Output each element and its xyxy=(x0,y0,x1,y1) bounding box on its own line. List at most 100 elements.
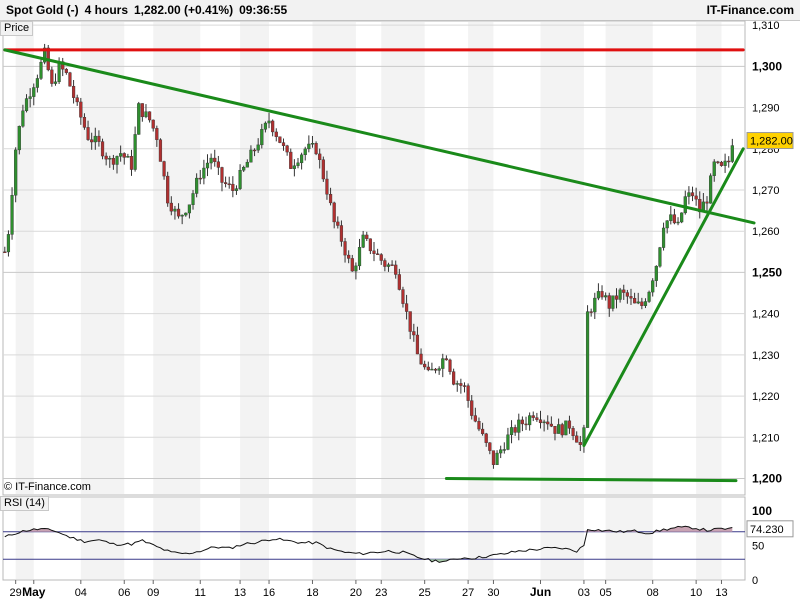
candle-body xyxy=(397,274,401,290)
day-band xyxy=(468,498,494,579)
candle-body xyxy=(423,363,427,368)
candle-body xyxy=(263,122,268,130)
price-tick-label: 1,210 xyxy=(752,432,780,444)
day-band xyxy=(15,498,34,579)
candle-body xyxy=(473,415,477,422)
candle-body xyxy=(137,103,141,135)
x-tick-label: 05 xyxy=(600,587,612,599)
x-tick-label: 04 xyxy=(75,587,87,599)
candle-body xyxy=(618,289,622,300)
x-tick-label: 16 xyxy=(263,587,275,599)
candle-body xyxy=(187,204,192,214)
candle-body xyxy=(513,427,517,433)
day-band xyxy=(540,498,584,579)
x-tick-label: Jun xyxy=(530,585,551,599)
day-band xyxy=(381,498,425,579)
candle-body xyxy=(459,383,463,386)
candle-body xyxy=(166,175,170,204)
candle-body xyxy=(35,78,39,88)
candle-body xyxy=(444,358,448,361)
candle-body xyxy=(82,117,87,128)
candle-body xyxy=(386,264,391,267)
candle-body xyxy=(39,61,43,79)
x-tick-label: 08 xyxy=(647,587,659,599)
x-tick-label: 25 xyxy=(419,587,431,599)
candle-body xyxy=(357,247,362,267)
day-band xyxy=(605,498,653,579)
candle-body xyxy=(567,420,572,429)
candle-body xyxy=(158,139,163,162)
candle-body xyxy=(75,97,79,103)
x-tick-label: 06 xyxy=(118,587,130,599)
candle-body xyxy=(180,214,184,217)
downtrend-line xyxy=(3,48,756,225)
candle-body xyxy=(593,297,597,313)
candle-body xyxy=(133,134,137,170)
candle-body xyxy=(622,289,626,293)
candle-body xyxy=(383,260,387,267)
x-tick-label: 30 xyxy=(487,587,499,599)
candle-body xyxy=(491,450,496,465)
x-tick-label: 20 xyxy=(350,587,362,599)
last-price-label: 1,282.00 xyxy=(750,136,793,148)
candle-body xyxy=(589,311,593,313)
candle-body xyxy=(520,419,524,425)
candle-body xyxy=(669,214,673,221)
candle-body xyxy=(86,127,90,140)
candle-body xyxy=(415,334,420,355)
candle-body xyxy=(723,160,727,166)
candle-body xyxy=(408,311,412,332)
candle-body xyxy=(694,195,698,200)
candle-body xyxy=(430,368,434,371)
candle-body xyxy=(271,120,275,133)
candle-body xyxy=(220,167,224,183)
candle-body xyxy=(173,208,177,212)
candle-body xyxy=(347,254,351,259)
candle-body xyxy=(195,177,199,194)
candle-body xyxy=(176,208,181,217)
price-tick-label: 1,250 xyxy=(752,265,782,279)
candle-body xyxy=(17,126,21,151)
candle-body xyxy=(517,419,521,433)
candle-body xyxy=(372,250,376,254)
candle-body xyxy=(336,221,340,226)
candle-body xyxy=(607,295,611,309)
candle-body xyxy=(242,166,246,171)
day-band xyxy=(240,498,270,579)
candle-body xyxy=(524,423,528,426)
candle-body xyxy=(252,149,257,152)
candle-body xyxy=(368,238,372,252)
candle-body xyxy=(198,177,202,180)
candle-body xyxy=(43,47,47,63)
copyright-text: © IT-Finance.com xyxy=(4,481,91,493)
candle-body xyxy=(538,419,543,424)
candle-body xyxy=(71,85,76,98)
candle-body xyxy=(68,72,72,87)
candle-body xyxy=(470,400,474,416)
day-band xyxy=(153,22,201,494)
candle-body xyxy=(412,331,416,336)
candle-body xyxy=(709,175,713,204)
candle-body xyxy=(614,295,619,300)
candle-body xyxy=(325,178,329,195)
candle-body xyxy=(560,424,564,436)
candle-body xyxy=(585,311,590,428)
candle-body xyxy=(553,426,557,434)
candle-body xyxy=(234,188,239,191)
candle-body xyxy=(332,202,336,223)
candle-body xyxy=(640,301,644,306)
candle-body xyxy=(339,225,344,242)
candle-body xyxy=(3,251,7,254)
candle-body xyxy=(108,158,112,160)
candle-body xyxy=(683,196,687,214)
candle-body xyxy=(256,144,260,151)
rsi-panel-label: RSI (14) xyxy=(0,496,49,511)
candle-body xyxy=(100,141,105,157)
candle-body xyxy=(437,368,441,371)
candle-body xyxy=(665,220,669,229)
candle-body xyxy=(480,428,485,435)
candle-body xyxy=(303,148,307,156)
candle-body xyxy=(321,159,325,180)
candle-body xyxy=(575,435,579,443)
